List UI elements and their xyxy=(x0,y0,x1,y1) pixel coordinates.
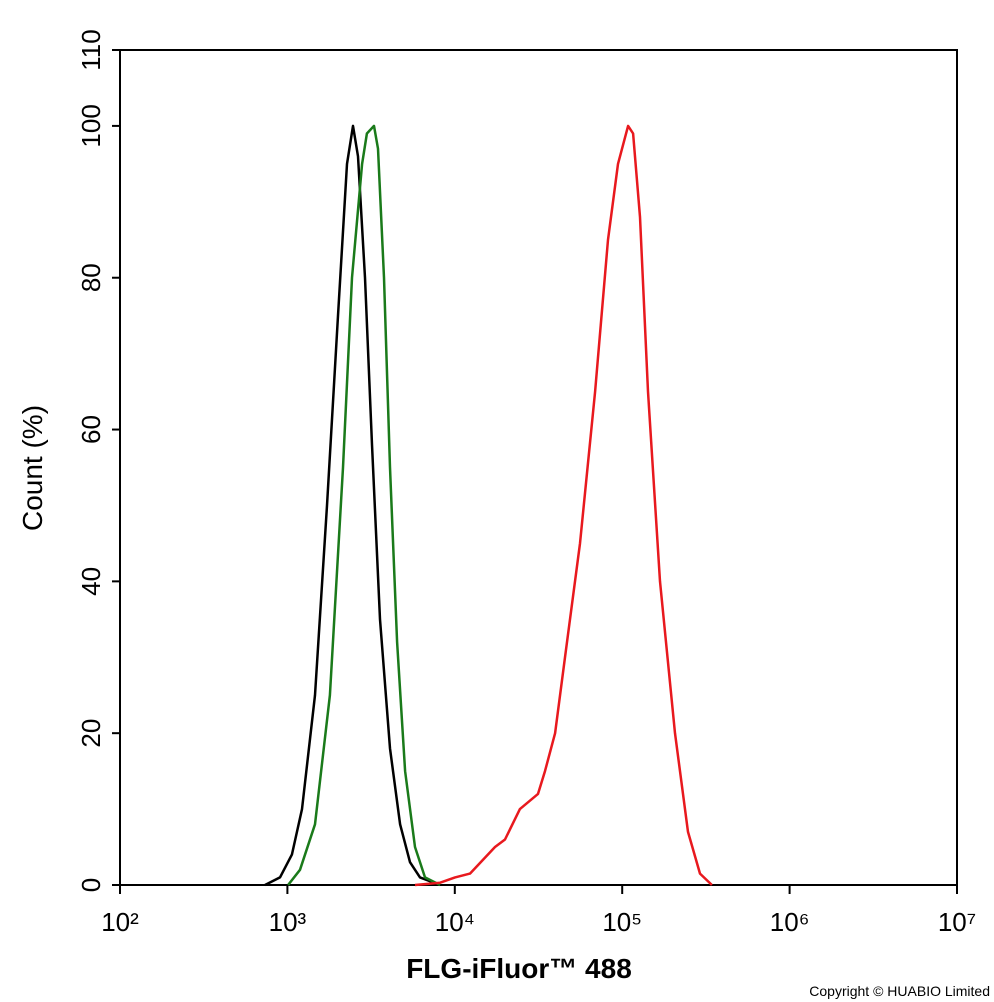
y-tick-label: 60 xyxy=(76,415,106,444)
x-tick-label: 10⁵ xyxy=(602,907,642,937)
y-tick-label: 40 xyxy=(76,567,106,596)
plot-frame xyxy=(119,49,958,886)
histogram-line xyxy=(287,124,441,887)
y-tick-label: 80 xyxy=(76,263,106,292)
histogram-line xyxy=(264,124,441,887)
histogram-line xyxy=(414,124,713,887)
y-tick-label: 100 xyxy=(76,104,106,147)
x-tick-label: 10⁴ xyxy=(435,907,475,937)
x-tick-label: 10⁷ xyxy=(938,907,976,937)
y-tick-label: 20 xyxy=(76,719,106,748)
x-axis-label: FLG-iFluor™ 488 xyxy=(406,953,632,984)
y-axis-label: Count (%) xyxy=(17,405,48,531)
copyright: Copyright © HUABIO Limited xyxy=(809,983,990,999)
x-tick-label: 10² xyxy=(101,907,139,937)
y-tick-label: 110 xyxy=(76,29,106,70)
x-tick-label: 10³ xyxy=(269,907,307,937)
x-tick-label: 10⁶ xyxy=(770,907,810,937)
y-tick-label: 0 xyxy=(76,878,106,892)
